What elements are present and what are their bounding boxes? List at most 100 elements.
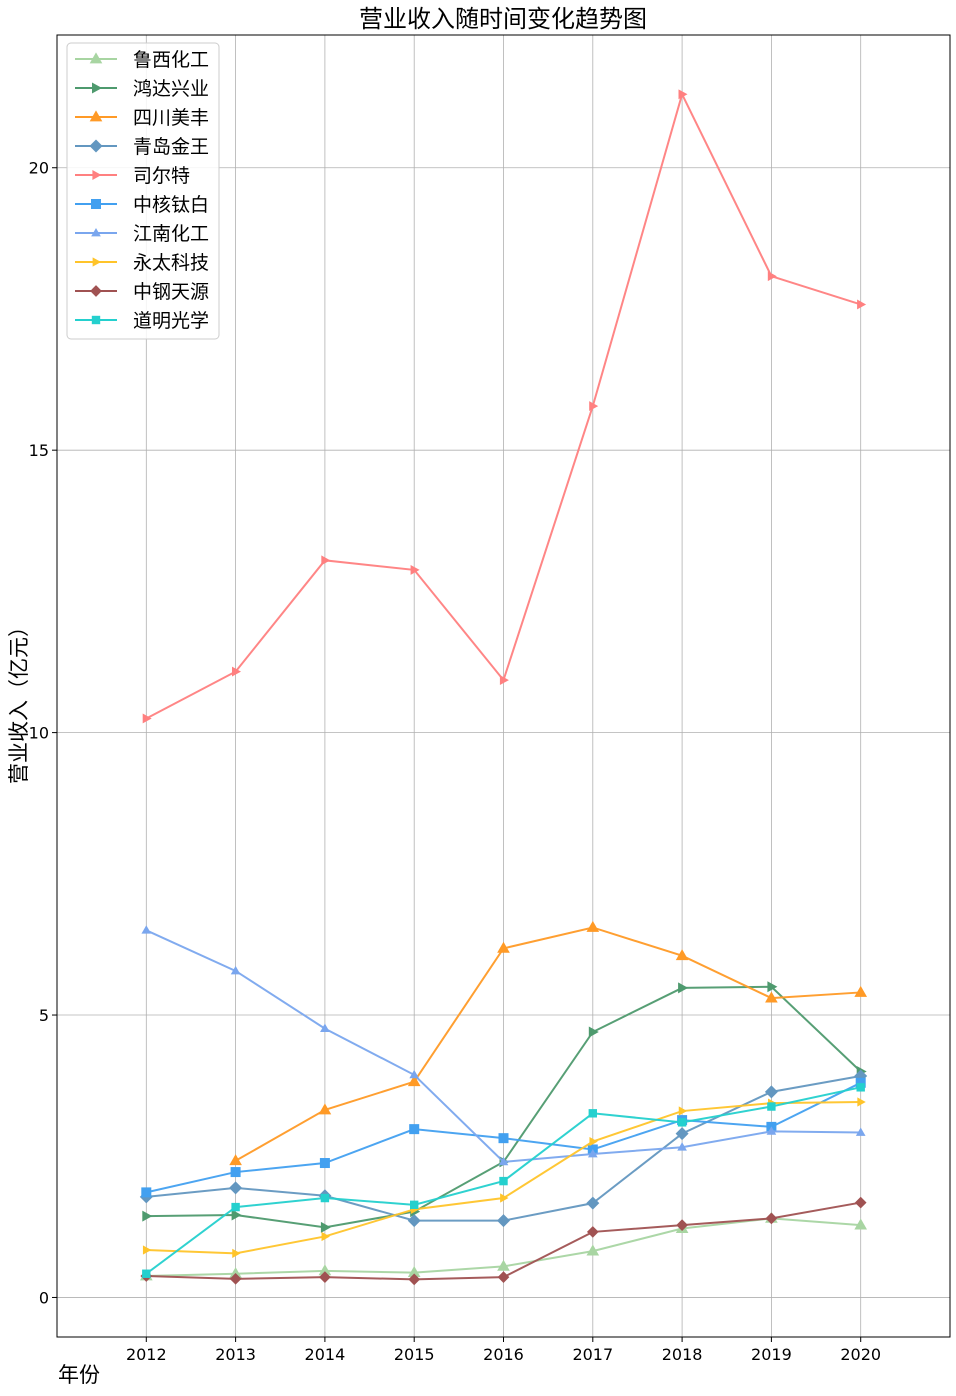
data-point bbox=[767, 271, 777, 282]
legend-label: 青岛金王 bbox=[133, 136, 209, 158]
legend-item: 永太科技 bbox=[75, 252, 209, 274]
data-point bbox=[410, 564, 420, 575]
data-point bbox=[767, 981, 778, 993]
data-point bbox=[764, 1085, 778, 1099]
data-point bbox=[409, 1069, 420, 1079]
y-tick-label: 20 bbox=[29, 159, 49, 178]
x-axis-label: 年份 bbox=[58, 1363, 100, 1387]
data-point bbox=[410, 1200, 419, 1210]
data-point bbox=[588, 1026, 599, 1038]
data-point bbox=[498, 1156, 509, 1166]
data-point bbox=[765, 1212, 778, 1225]
data-point bbox=[857, 299, 867, 310]
chart-title: 营业收入随时间变化趋势图 bbox=[359, 5, 647, 33]
x-tick-label: 2016 bbox=[483, 1345, 524, 1364]
legend-item: 四川美丰 bbox=[75, 107, 209, 129]
data-point bbox=[589, 1136, 598, 1147]
y-tick-label: 10 bbox=[29, 724, 49, 743]
data-point bbox=[320, 1221, 331, 1233]
series-layer bbox=[139, 89, 868, 1286]
data-point bbox=[497, 1214, 510, 1228]
legend-label: 鸿达兴业 bbox=[133, 78, 209, 100]
data-point bbox=[229, 1154, 242, 1166]
y-tick-label: 15 bbox=[29, 441, 49, 460]
data-point bbox=[141, 925, 152, 934]
data-point bbox=[321, 1231, 330, 1242]
legend-label: 中核钛白 bbox=[133, 194, 209, 216]
legend-item: 道明光学 bbox=[75, 310, 209, 332]
data-point bbox=[229, 1181, 243, 1195]
legend-label: 鲁西化工 bbox=[133, 49, 209, 71]
x-tick-label: 2012 bbox=[126, 1345, 167, 1364]
series-line bbox=[235, 926, 861, 1162]
legend-item: 中核钛白 bbox=[75, 194, 209, 216]
data-point bbox=[407, 1214, 421, 1228]
data-point bbox=[232, 666, 241, 677]
data-point bbox=[677, 1118, 687, 1127]
data-point bbox=[142, 1210, 153, 1222]
data-point bbox=[589, 401, 599, 412]
data-point bbox=[498, 1133, 509, 1144]
data-point bbox=[92, 257, 102, 267]
data-point bbox=[857, 1097, 866, 1107]
legend-label: 永太科技 bbox=[133, 252, 209, 274]
x-tick-label: 2018 bbox=[662, 1345, 703, 1364]
data-point bbox=[855, 1127, 866, 1136]
data-point bbox=[676, 1219, 688, 1232]
y-tick-label: 0 bbox=[39, 1288, 49, 1307]
data-point bbox=[855, 1077, 866, 1088]
legend-item: 江南化工 bbox=[75, 223, 209, 245]
data-point bbox=[92, 82, 102, 94]
series-2 bbox=[229, 920, 868, 1166]
data-point bbox=[586, 1244, 600, 1256]
x-tick-label: 2014 bbox=[305, 1345, 346, 1364]
data-point bbox=[409, 1124, 420, 1135]
legend-label: 四川美丰 bbox=[133, 107, 209, 129]
data-point bbox=[854, 1196, 867, 1209]
data-point bbox=[586, 1196, 600, 1210]
data-point bbox=[675, 949, 689, 961]
data-point bbox=[856, 1083, 865, 1092]
data-point bbox=[142, 1269, 151, 1278]
x-axis-ticks: 2012 2013 2014 2015 2016 2017 2018 2019 2020 bbox=[126, 1337, 881, 1364]
data-point bbox=[854, 985, 868, 997]
data-point bbox=[499, 675, 509, 686]
data-point bbox=[678, 1106, 688, 1116]
data-point bbox=[586, 1226, 599, 1238]
series-4 bbox=[142, 89, 867, 724]
legend-label: 中钢天源 bbox=[133, 281, 209, 303]
data-point bbox=[678, 89, 688, 100]
data-point bbox=[767, 1102, 776, 1111]
data-point bbox=[231, 1202, 240, 1212]
data-point bbox=[318, 1264, 332, 1276]
y-axis-label: 营业收入（亿元） bbox=[7, 616, 31, 784]
y-axis-ticks: 0 5 10 15 20 bbox=[29, 159, 57, 1307]
data-point bbox=[765, 991, 778, 1003]
legend-item: 鸿达兴业 bbox=[75, 78, 209, 100]
data-point bbox=[497, 1259, 510, 1271]
data-point bbox=[587, 1148, 598, 1158]
data-point bbox=[141, 1187, 152, 1198]
series-9 bbox=[142, 1083, 865, 1278]
legend-item: 中钢天源 bbox=[75, 281, 209, 303]
data-point bbox=[408, 1273, 421, 1286]
data-point bbox=[91, 227, 101, 237]
gridlines bbox=[57, 35, 950, 1337]
legend-item: 司尔特 bbox=[75, 165, 190, 187]
data-point bbox=[229, 1267, 242, 1279]
data-point bbox=[407, 1266, 421, 1278]
y-tick-label: 5 bbox=[39, 1006, 49, 1025]
data-point bbox=[320, 1023, 330, 1032]
series-6 bbox=[141, 925, 866, 1166]
data-point bbox=[586, 920, 600, 932]
data-point bbox=[231, 1209, 242, 1221]
legend-item: 鲁西化工 bbox=[75, 49, 209, 71]
data-point bbox=[678, 982, 689, 994]
data-point bbox=[92, 170, 102, 180]
data-point bbox=[499, 1176, 508, 1186]
data-point bbox=[229, 1272, 242, 1285]
legend-label: 道明光学 bbox=[133, 310, 209, 332]
